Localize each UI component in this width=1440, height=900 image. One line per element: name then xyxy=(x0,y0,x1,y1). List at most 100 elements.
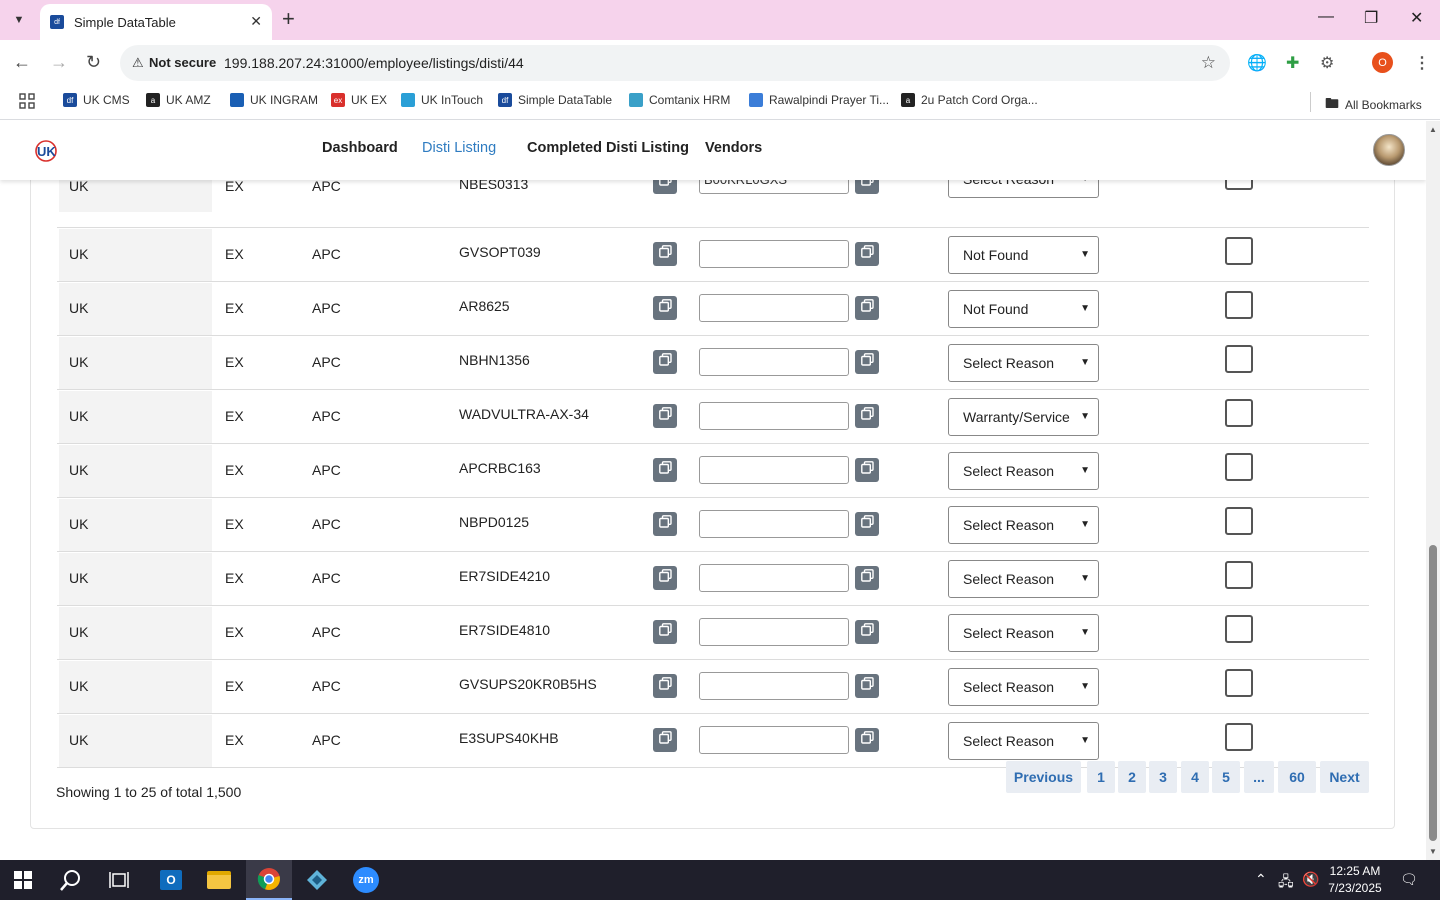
copy-sku-button[interactable] xyxy=(653,674,677,698)
asin-input[interactable] xyxy=(699,456,849,484)
asin-input[interactable] xyxy=(699,402,849,430)
copy-sku-button[interactable] xyxy=(653,296,677,320)
copy-asin-button[interactable] xyxy=(855,296,879,320)
row-checkbox[interactable] xyxy=(1225,615,1253,643)
copy-sku-button[interactable] xyxy=(653,566,677,590)
browser-tab[interactable]: df Simple DataTable ✕ xyxy=(40,4,272,40)
copy-sku-button[interactable] xyxy=(653,458,677,482)
reload-icon[interactable]: ↻ xyxy=(86,52,102,72)
address-bar[interactable]: ⚠ Not secure 199.188.207.24:31000/employ… xyxy=(120,45,1230,81)
asin-input[interactable] xyxy=(699,672,849,700)
tab-search-icon[interactable]: ▼ xyxy=(13,14,25,26)
user-avatar[interactable] xyxy=(1373,134,1405,166)
menu-kebab-icon[interactable]: ⋮ xyxy=(1414,55,1430,72)
copy-asin-button[interactable] xyxy=(855,404,879,428)
row-checkbox[interactable] xyxy=(1225,723,1253,751)
copy-asin-button[interactable] xyxy=(855,512,879,536)
task-view-icon[interactable] xyxy=(96,860,142,900)
next-page-button[interactable]: Next xyxy=(1320,761,1369,793)
copy-asin-button[interactable] xyxy=(855,620,879,644)
page-button[interactable]: ... xyxy=(1244,761,1274,793)
not-secure-label[interactable]: Not secure xyxy=(149,55,217,70)
asin-input[interactable] xyxy=(699,510,849,538)
asin-input[interactable] xyxy=(699,618,849,646)
asin-input[interactable] xyxy=(699,726,849,754)
copy-sku-button[interactable] xyxy=(653,404,677,428)
bookmark-item[interactable]: ex UK EX xyxy=(331,93,387,107)
copy-asin-button[interactable] xyxy=(855,458,879,482)
notifications-icon[interactable]: 🗨 xyxy=(1400,871,1418,887)
bookmark-item[interactable]: df UK CMS xyxy=(63,93,130,107)
page-button[interactable]: 2 xyxy=(1118,761,1146,793)
all-bookmarks-button[interactable]: 🖿 All Bookmarks xyxy=(1325,93,1422,117)
reason-select[interactable]: Select Reason ▼ xyxy=(948,614,1099,652)
extension-plus-icon[interactable]: ✚ xyxy=(1286,55,1300,72)
new-tab-icon[interactable]: + xyxy=(282,6,295,31)
page-button[interactable]: 3 xyxy=(1149,761,1177,793)
asin-input[interactable] xyxy=(699,348,849,376)
apps-grid-icon[interactable] xyxy=(19,93,35,109)
page-button[interactable]: 1 xyxy=(1087,761,1115,793)
scrollbar-thumb[interactable] xyxy=(1429,545,1437,841)
copy-sku-button[interactable] xyxy=(653,242,677,266)
bookmark-item[interactable]: UK INGRAM xyxy=(230,93,318,107)
copy-sku-button[interactable] xyxy=(653,512,677,536)
close-tab-icon[interactable]: ✕ xyxy=(250,13,262,29)
page-button[interactable]: 5 xyxy=(1212,761,1240,793)
volume-muted-icon[interactable]: 🔇 xyxy=(1302,871,1320,887)
asin-input[interactable] xyxy=(699,564,849,592)
reason-select[interactable]: Select Reason ▼ xyxy=(948,452,1099,490)
tray-chevron-icon[interactable]: ⌃ xyxy=(1255,871,1267,887)
profile-avatar[interactable]: O xyxy=(1372,52,1393,73)
copy-asin-button[interactable] xyxy=(855,350,879,374)
nav-dashboard[interactable]: Dashboard xyxy=(322,140,398,156)
bookmark-item[interactable]: a 2u Patch Cord Orga... xyxy=(901,93,1038,107)
translate-icon[interactable]: 🌐 xyxy=(1247,55,1267,72)
asin-input[interactable] xyxy=(699,294,849,322)
bookmark-item[interactable]: df Simple DataTable xyxy=(498,93,612,107)
row-checkbox[interactable] xyxy=(1225,345,1253,373)
page-button[interactable]: 60 xyxy=(1278,761,1316,793)
outlook-icon[interactable]: O xyxy=(148,860,194,900)
back-icon[interactable]: ← xyxy=(13,52,31,72)
close-window-icon[interactable]: ✕ xyxy=(1410,10,1424,27)
asin-input[interactable] xyxy=(699,240,849,268)
reason-select[interactable]: Not Found ▼ xyxy=(948,290,1099,328)
reason-select[interactable]: Select Reason ▼ xyxy=(948,668,1099,706)
system-clock[interactable]: 12:25 AM 7/23/2025 xyxy=(1320,863,1390,897)
windows-start-icon[interactable] xyxy=(0,860,46,900)
page-button[interactable]: 4 xyxy=(1181,761,1209,793)
row-checkbox[interactable] xyxy=(1225,399,1253,427)
nav-vendors[interactable]: Vendors xyxy=(705,140,763,156)
page-scrollbar[interactable]: ▲ ▼ xyxy=(1426,121,1440,860)
copy-sku-button[interactable] xyxy=(653,728,677,752)
row-checkbox[interactable] xyxy=(1225,237,1253,265)
copy-asin-button[interactable] xyxy=(855,728,879,752)
row-checkbox[interactable] xyxy=(1225,453,1253,481)
nav-completed-disti-listing[interactable]: Completed Disti Listing xyxy=(527,140,689,156)
search-icon[interactable] xyxy=(48,860,94,900)
row-checkbox[interactable] xyxy=(1225,561,1253,589)
scroll-up-icon[interactable]: ▲ xyxy=(1429,125,1437,134)
copy-sku-button[interactable] xyxy=(653,350,677,374)
bookmark-star-icon[interactable]: ☆ xyxy=(1200,53,1216,72)
row-checkbox[interactable] xyxy=(1225,669,1253,697)
url-text[interactable]: 199.188.207.24:31000/employee/listings/d… xyxy=(224,55,524,71)
reason-select[interactable]: Select Reason ▼ xyxy=(948,344,1099,382)
row-checkbox[interactable] xyxy=(1225,291,1253,319)
chrome-icon[interactable] xyxy=(246,860,292,900)
row-checkbox[interactable] xyxy=(1225,507,1253,535)
nav-disti-listing[interactable]: Disti Listing xyxy=(422,140,497,156)
bookmark-item[interactable]: a UK AMZ xyxy=(146,93,211,107)
uk-logo[interactable]: UK xyxy=(33,139,59,163)
reason-select[interactable]: Warranty/Service ▼ xyxy=(948,398,1099,436)
previous-page-button[interactable]: Previous xyxy=(1006,761,1081,793)
reason-select[interactable]: Select Reason ▼ xyxy=(948,722,1099,760)
restore-icon[interactable]: ❐ xyxy=(1364,10,1379,27)
bookmark-item[interactable]: UK InTouch xyxy=(401,93,483,107)
file-explorer-icon[interactable] xyxy=(196,860,242,900)
copy-asin-button[interactable] xyxy=(855,674,879,698)
reason-select[interactable]: Not Found ▼ xyxy=(948,236,1099,274)
reason-select[interactable]: Select Reason ▼ xyxy=(948,506,1099,544)
zoom-icon[interactable]: zm xyxy=(343,860,389,900)
